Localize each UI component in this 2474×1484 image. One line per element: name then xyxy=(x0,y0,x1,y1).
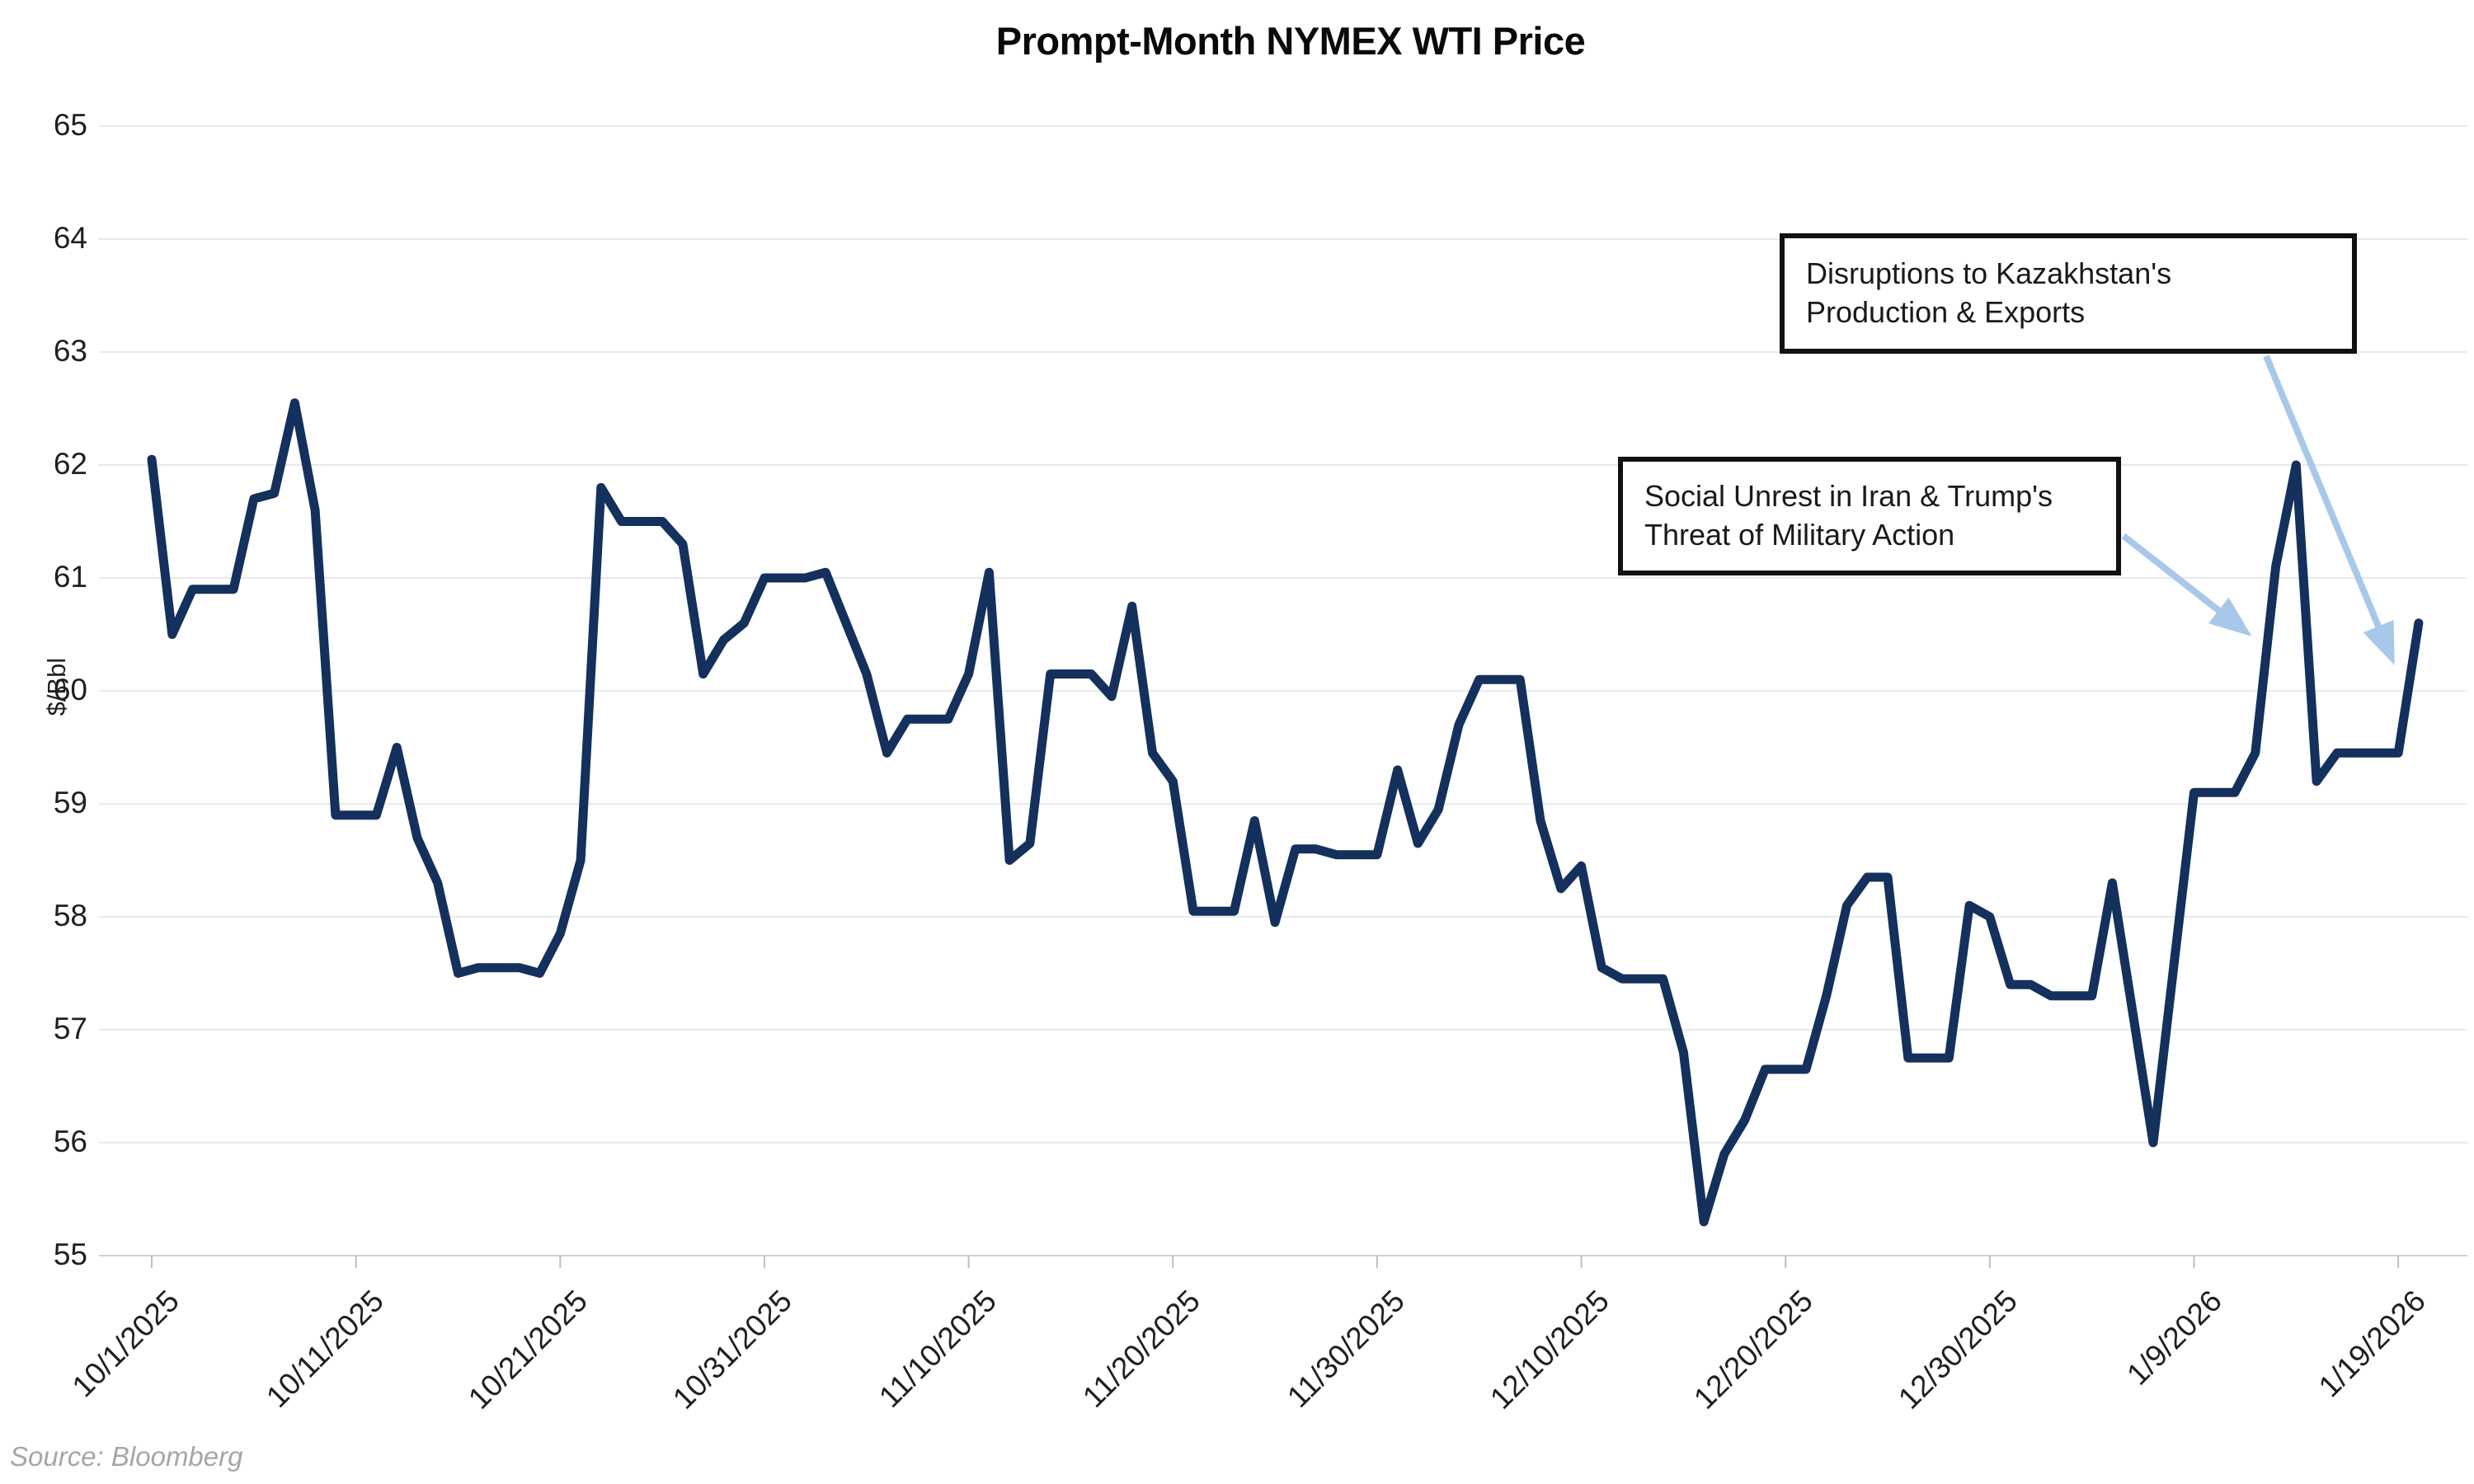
annotation-kazakhstan-line-2: Production & Exports xyxy=(1806,295,2086,329)
price-line xyxy=(147,398,2424,1227)
y-axis-label: 60 xyxy=(53,673,87,707)
annotation-iran-line-1: Social Unrest in Iran & Trump's xyxy=(1644,479,2053,514)
annotation-kazakhstan: Disruptions to Kazakhstan's Production &… xyxy=(1780,233,2357,354)
y-axis-label: 56 xyxy=(53,1125,87,1158)
annotation-arrow-iran xyxy=(2121,533,2252,636)
y-axis-label: 62 xyxy=(53,447,87,481)
chart-title: Prompt-Month NYMEX WTI Price xyxy=(995,19,1586,63)
annotation-arrow-kazakhstan xyxy=(2263,355,2395,665)
y-axis-label: 57 xyxy=(53,1012,87,1045)
y-axis-label: 63 xyxy=(53,334,87,368)
y-axis-label: 55 xyxy=(53,1237,87,1271)
source-note: Source: Bloomberg xyxy=(10,1441,243,1472)
y-axis-title: $/Bbl xyxy=(42,657,71,716)
y-axis-label: 65 xyxy=(53,108,87,142)
annotation-iran-line-2: Threat of Military Action xyxy=(1644,518,1955,552)
annotation-kazakhstan-line-1: Disruptions to Kazakhstan's xyxy=(1806,256,2172,291)
y-axis-label: 61 xyxy=(53,560,87,594)
annotation-iran: Social Unrest in Iran & Trump's Threat o… xyxy=(1618,457,2121,575)
y-axis-label: 59 xyxy=(53,786,87,819)
y-axis-label: 58 xyxy=(53,899,87,932)
y-axis-label: 64 xyxy=(53,221,87,255)
